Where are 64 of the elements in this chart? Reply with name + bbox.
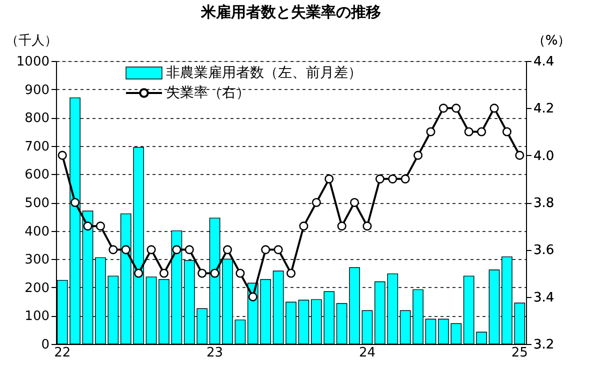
legend-label: 失業率（右） [166,85,250,101]
y-tick-label: 0 [41,338,50,352]
y2-tick-label: 3.4 [534,290,554,306]
x-tick-label: 24 [358,346,376,360]
x-tick-label: 25 [511,346,528,360]
y-tick-label: 600 [24,168,50,183]
point [426,127,436,136]
x-tick-label: 23 [206,346,224,360]
point [337,222,346,231]
point [286,268,296,278]
point [350,198,360,208]
y-tick-label: 300 [24,252,50,268]
point [515,150,524,160]
point [108,245,118,254]
y-tick-label: 500 [24,196,50,211]
point [388,174,398,184]
point [184,245,194,254]
point [502,127,512,136]
point [312,198,321,208]
y2-tick-label: 4.4 [534,54,554,70]
point [121,245,130,254]
point [83,222,92,231]
point [477,127,486,136]
point [414,150,423,160]
point [70,198,80,208]
y2-tick-label: 4.0 [534,148,554,164]
y-tick-label: 900 [24,82,50,98]
y2-tick-label: 3.2 [534,338,554,352]
point [222,245,232,254]
y2-axis-title: （%） [532,34,571,48]
point [274,245,283,254]
y-tick-label: 800 [24,111,50,126]
point [464,127,474,136]
legend-label: 非農業雇用者数（左、前月差） [166,65,362,81]
y-axis-title: （千人） [6,34,58,48]
chart-title: 米雇用者数と失業率の推移 [200,3,381,21]
point [299,222,308,231]
point [452,104,461,113]
y-tick-label: 100 [24,309,50,324]
point [159,268,168,278]
point [490,104,499,113]
point [400,174,410,184]
point [236,268,245,278]
point [146,245,156,254]
point [58,150,67,160]
x-tick-label: 22 [54,346,71,360]
point [438,104,448,113]
y2-tick-label: 3.8 [534,196,554,211]
point [261,245,270,254]
point [248,292,258,302]
point [172,245,182,254]
point [375,174,384,184]
y2-tick-label: 4.2 [534,102,554,117]
point [134,268,144,278]
point [198,268,207,278]
point [210,268,220,278]
y-tick-label: 200 [24,280,50,296]
y2-tick-label: 3.6 [534,243,554,258]
y-tick-label: 700 [24,139,50,154]
point [362,222,372,231]
point [96,222,105,231]
y-tick-label: 400 [24,224,50,240]
point [324,174,334,184]
y-tick-label: 1000 [16,54,50,70]
